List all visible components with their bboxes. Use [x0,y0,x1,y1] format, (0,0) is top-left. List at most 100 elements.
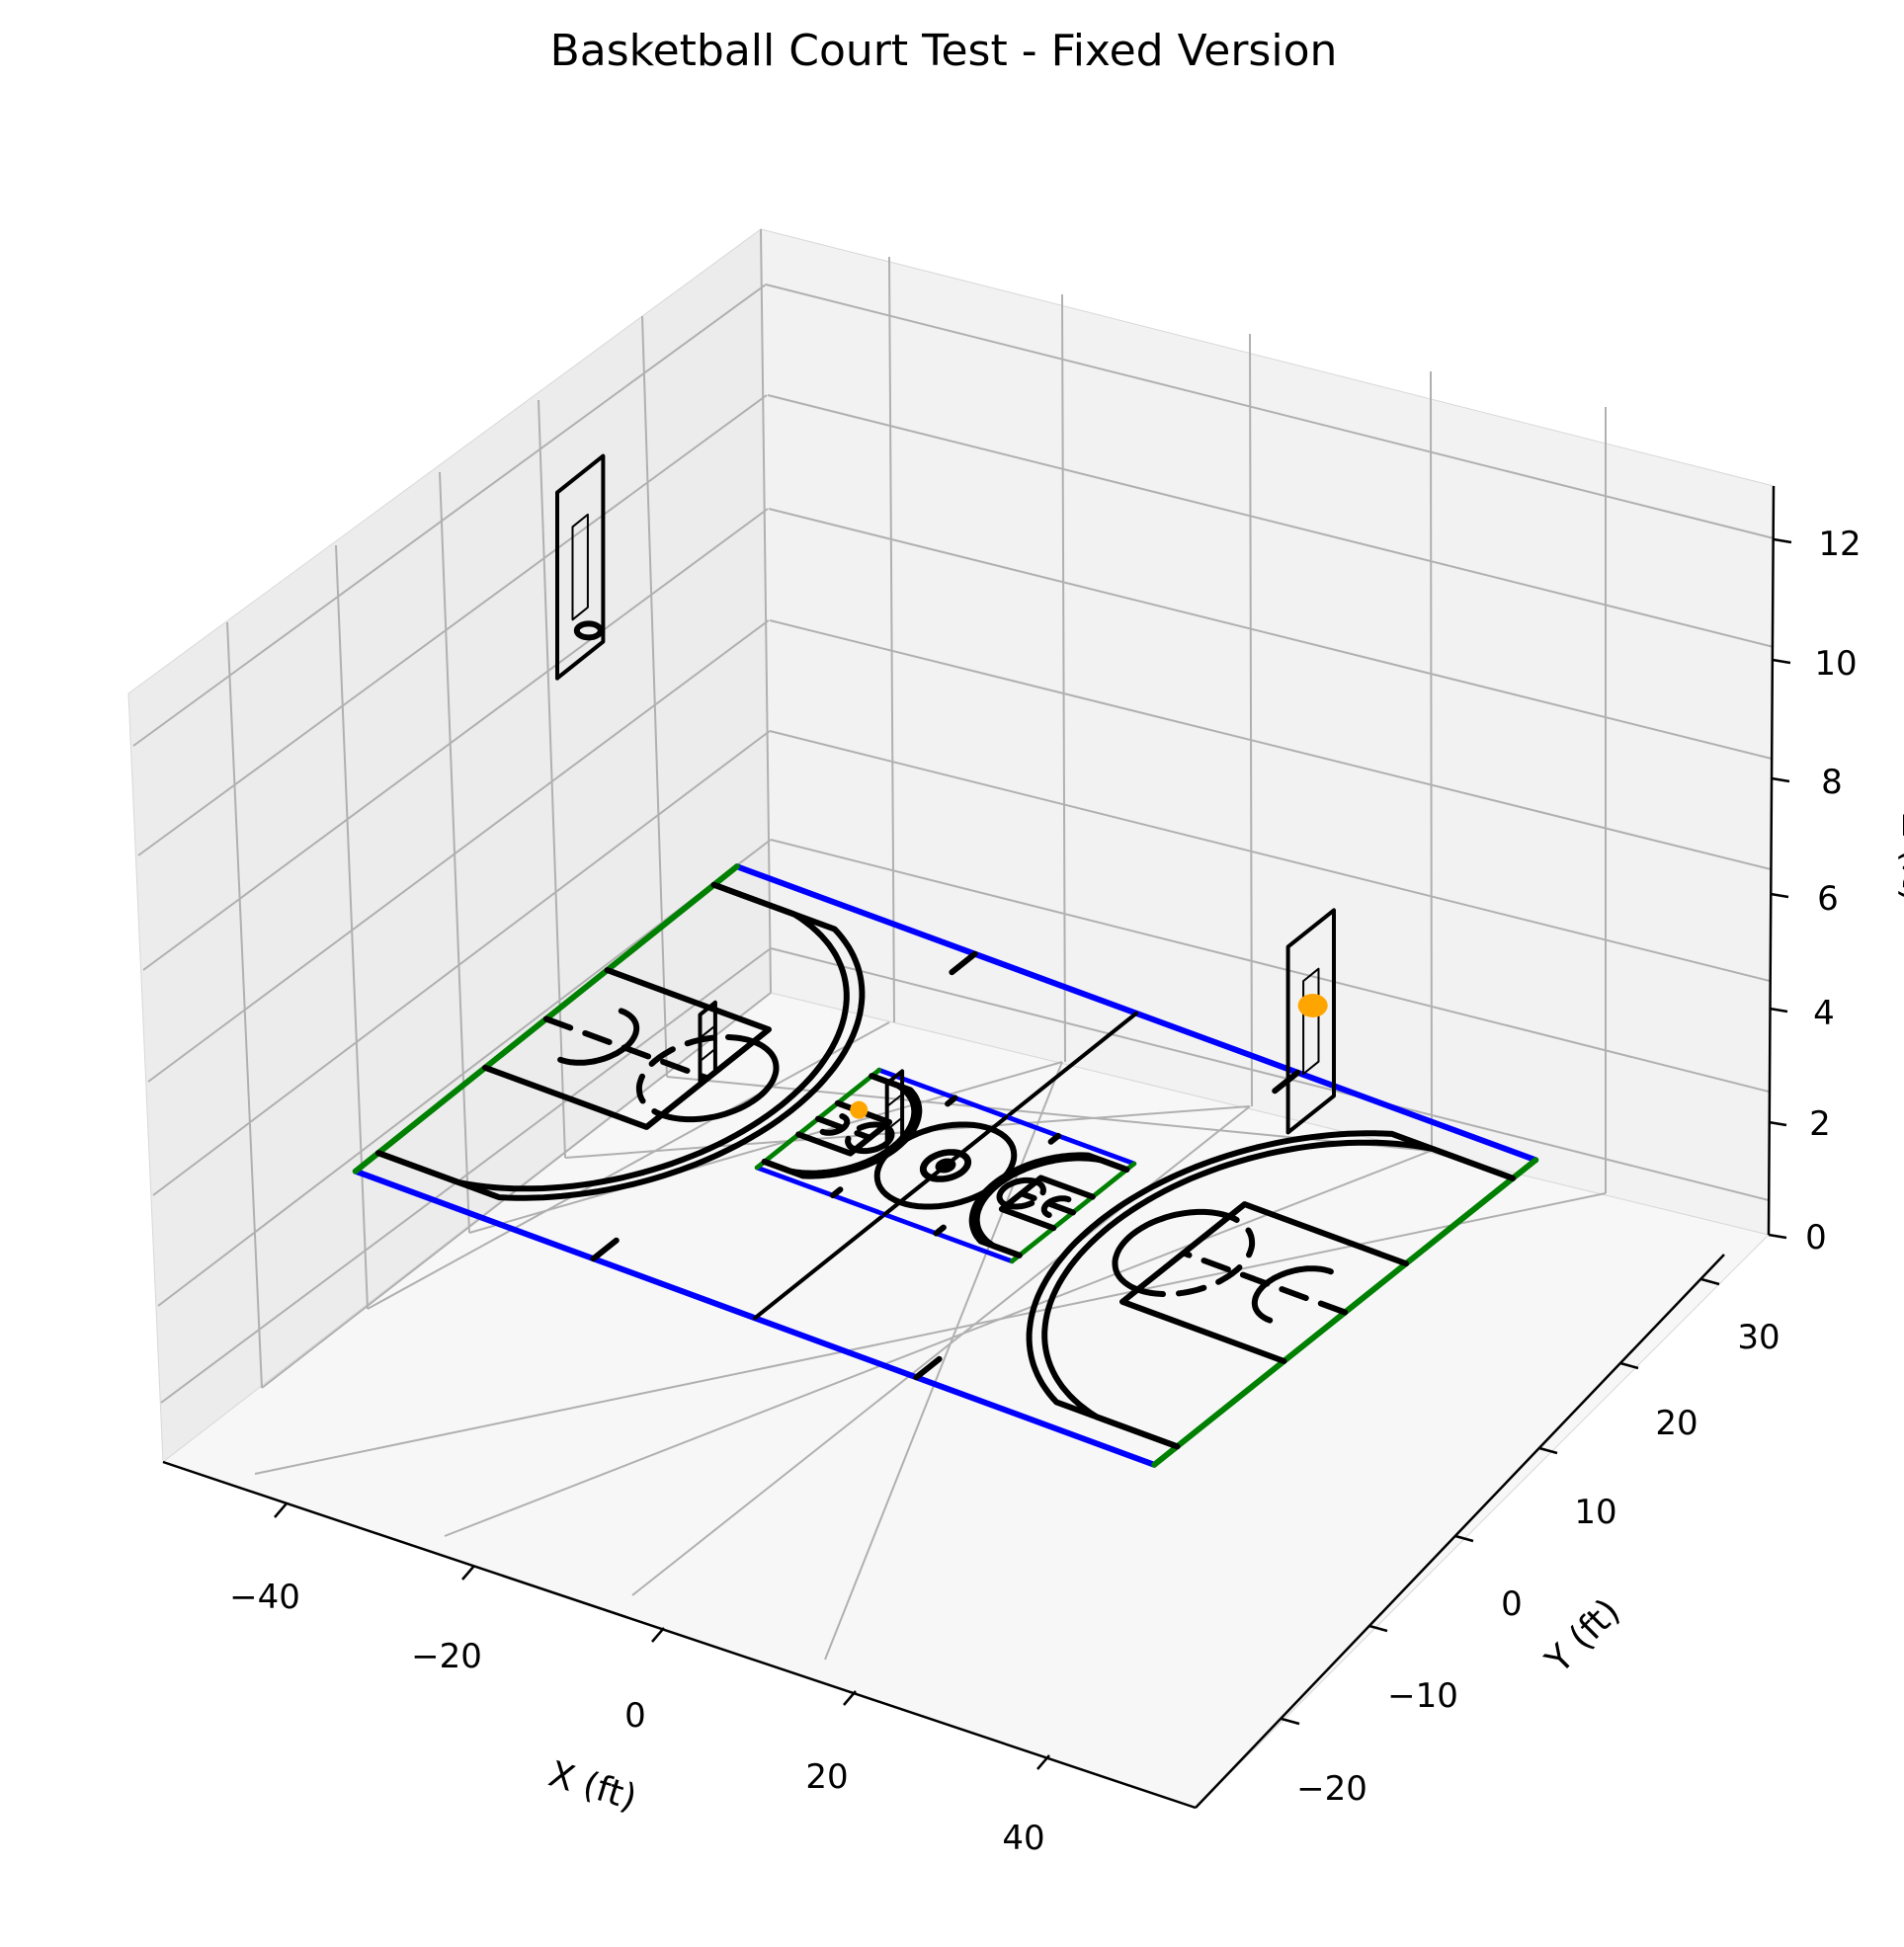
z-axis-line [1767,485,1776,1236]
mini-ball [850,1100,869,1119]
mini-hash-mark [945,1095,958,1107]
y-tick-label: 0 [1501,1584,1523,1624]
x-tick-label: −20 [411,1637,482,1676]
hash-mark [913,1355,943,1381]
y-tick-label: 30 [1737,1318,1780,1357]
mini-restricted-arc [1040,1195,1072,1218]
mini-backboard-left-square [699,1024,716,1063]
z-tick [1771,776,1790,783]
grid-line [888,256,895,1023]
hash-mark [590,1237,620,1262]
backboard-right [1285,908,1336,1135]
y-tick-label: 10 [1574,1493,1616,1532]
z-tick [1773,537,1792,544]
grid-line [769,619,1772,870]
y-tick [1538,1446,1558,1455]
z-tick-label: 12 [1818,525,1861,564]
grid-line [770,839,1770,1093]
hoop-left [573,620,604,641]
restricted-arc [557,1008,640,1066]
y-tick [1619,1361,1639,1370]
x-tick [274,1502,288,1518]
grid-line [160,947,772,1404]
z-tick [1772,658,1791,665]
grid-line [770,947,1770,1201]
y-axis-label: Y (ft) [1537,1591,1628,1682]
z-tick-label: 10 [1814,644,1857,684]
grid-line [226,621,263,1389]
grid-line [132,284,767,747]
free-throw-arc [1112,1208,1233,1293]
x-tick [1036,1754,1050,1770]
mini-free-throw-arc-dashed [1003,1178,1046,1210]
x-tick [461,1565,475,1581]
grid-line [765,284,1775,539]
x-tick-label: 40 [1002,1819,1044,1858]
three-point-line [375,881,850,1192]
z-tick-label: 2 [1809,1104,1831,1144]
mini-free-throw-arc-dashed [845,1121,888,1153]
z-tick-label: 4 [1813,994,1835,1033]
mini-three-point-line [973,1155,1130,1258]
y-tick-label: −20 [1296,1769,1367,1809]
z-tick-label: 8 [1821,763,1843,802]
mini-restricted-arc [819,1113,851,1136]
mini-half-court-line [882,1114,1009,1217]
three-point-line [1041,1139,1516,1450]
grid-line [142,508,769,971]
chart-title: Basketball Court Test - Fixed Version [550,26,1338,76]
z-tick [1768,1120,1787,1127]
y-tick [1454,1534,1474,1543]
free-throw-arc [658,1038,780,1123]
grid-line [468,1061,1063,1234]
ball [1297,993,1328,1017]
x-tick [843,1690,857,1706]
grid-line [824,1061,1063,1661]
z-tick-label: 0 [1805,1218,1827,1257]
x-tick [651,1627,665,1643]
grid-line [439,471,470,1234]
x-tick-label: 20 [805,1757,848,1797]
z-tick [1770,892,1789,899]
grid-line [768,508,1773,760]
restricted-arc [1251,1265,1334,1324]
y-tick-label: −10 [1387,1676,1458,1716]
y-tick-label: 20 [1655,1404,1697,1443]
y-tick [1700,1277,1720,1286]
grid-line [147,619,770,1083]
grid-line [760,228,772,994]
grid-line [367,1021,890,1310]
mini-hash-mark [933,1224,947,1237]
x-axis-line [162,1460,1197,1810]
mini-free-throw-arc [996,1176,1039,1208]
free-throw-arc-dashed [1134,1213,1256,1298]
mini-center-circle [920,1149,971,1182]
z-axis-label: Z (ft) [1894,813,1904,902]
grid-line [769,730,1771,982]
y-tick [1368,1624,1388,1633]
backboard-left [555,453,606,681]
mini-hash-mark [830,1186,844,1199]
free-throw-arc-dashed [635,1033,757,1118]
axes [162,485,1792,1810]
grid-line [254,1192,1607,1475]
mini-center-inner-circle [935,1158,956,1174]
grid-line [1061,293,1066,1063]
grid-line [1430,370,1433,1152]
grid-line [137,394,768,856]
x-tick-label: 0 [624,1696,646,1736]
z-tick-label: 6 [1817,879,1839,919]
grid-line [538,399,566,1159]
court-lines [352,453,1539,1468]
x-tick-label: −40 [229,1578,300,1617]
grid-line [152,730,771,1196]
grid-line [1249,333,1253,1107]
grid-line [335,544,369,1310]
mini-backboard-center-square [885,1093,904,1131]
z-tick [1769,1007,1788,1014]
three-point-line [1026,1130,1516,1450]
x-axis-label: X (ft) [544,1754,641,1820]
grid-line [641,315,668,1078]
grid-line [767,394,1775,648]
